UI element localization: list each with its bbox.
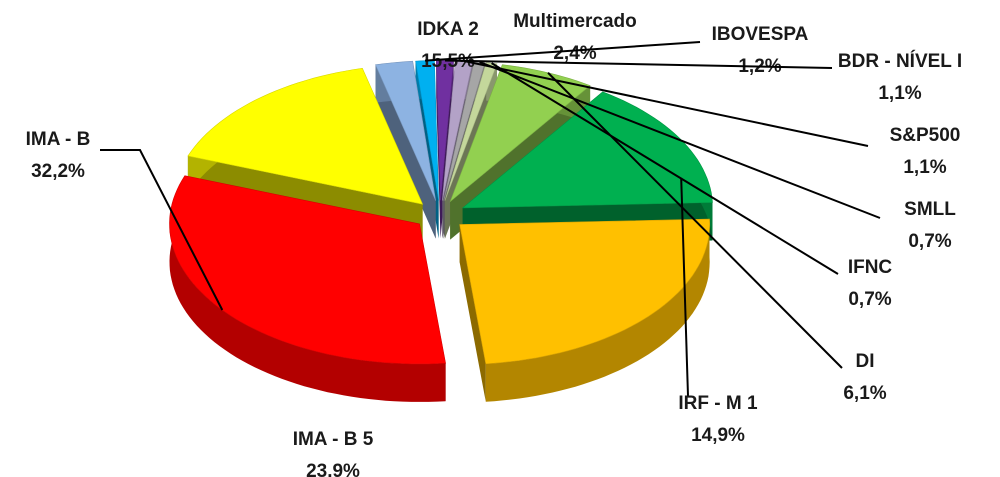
- value-label: 6,1%: [843, 383, 886, 404]
- slice-label: DI: [856, 351, 875, 372]
- slice: [169, 175, 446, 402]
- slice-top: [169, 175, 446, 365]
- leader-line: [479, 61, 881, 219]
- slice-label: IMA - B: [26, 129, 91, 150]
- slice-label: BDR - NÍVEL I: [838, 50, 962, 72]
- slice-label: IFNC: [848, 257, 893, 278]
- slice: [459, 218, 711, 402]
- slice-label: Multimercado: [513, 11, 637, 32]
- slice-label: IRF - M 1: [678, 393, 758, 414]
- slice-label: IMA - B 5: [293, 429, 374, 450]
- value-label: 14,9%: [691, 425, 745, 446]
- value-label: 32,2%: [31, 161, 85, 182]
- slice-top: [459, 218, 711, 365]
- leader-line: [424, 41, 701, 62]
- slice-side: [485, 219, 710, 402]
- leader-line: [463, 60, 869, 147]
- slice: [375, 60, 436, 239]
- slice-label: IDKA 2: [417, 19, 479, 40]
- value-label: 1,1%: [903, 157, 946, 178]
- slice-wall: [459, 224, 486, 402]
- leader-line: [100, 149, 224, 311]
- leader-line: [444, 59, 833, 69]
- value-label: 0,7%: [908, 231, 951, 252]
- leader-line: [547, 72, 843, 369]
- leader-line: [491, 62, 839, 275]
- leader-line: [680, 177, 689, 397]
- slice-wall: [375, 64, 436, 239]
- slice-label: SMLL: [904, 199, 956, 220]
- value-label: 23.9%: [306, 461, 360, 477]
- slice-label: S&P500: [890, 125, 961, 146]
- slice-label: IBOVESPA: [712, 24, 809, 45]
- value-label: 2,4%: [553, 43, 596, 64]
- slice-side: [169, 175, 446, 402]
- slice-top: [187, 67, 424, 205]
- value-label: 0,7%: [848, 289, 891, 310]
- slice-top: [375, 60, 436, 201]
- value-label: 1,1%: [878, 83, 921, 104]
